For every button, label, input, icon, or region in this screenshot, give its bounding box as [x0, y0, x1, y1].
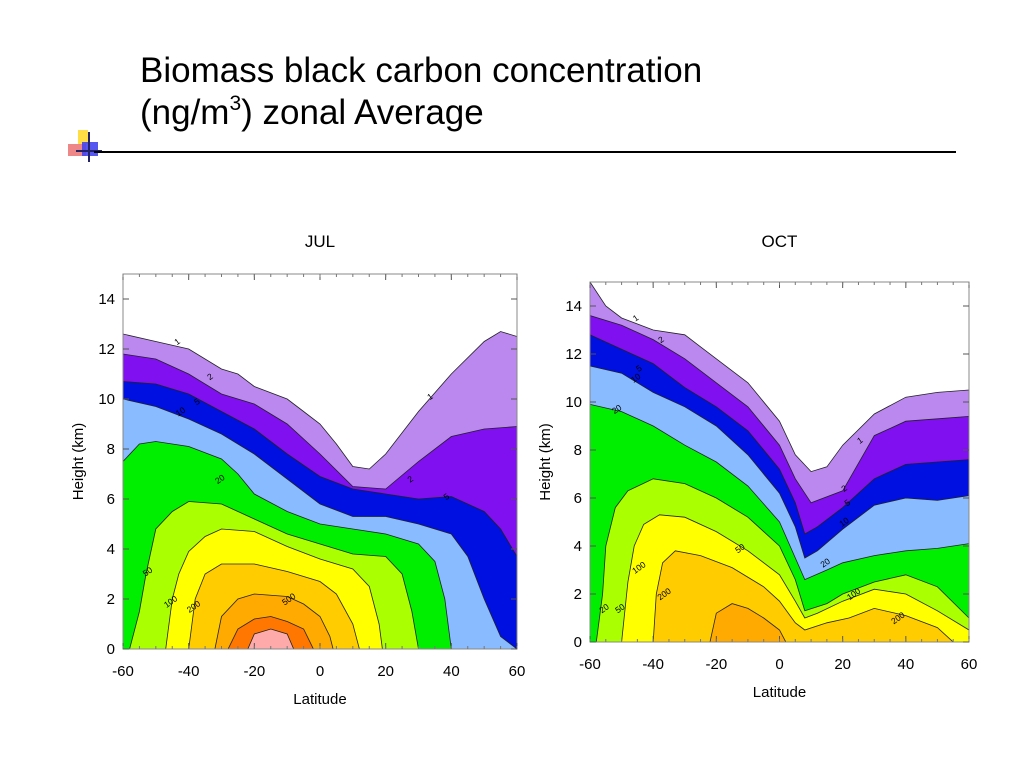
jul-y-tick-label: 2 [107, 591, 115, 608]
slide-bullet-icon [68, 128, 104, 164]
title-line-2-prefix: (ng/m [140, 93, 230, 132]
jul-x-tick-label: -20 [243, 663, 265, 680]
title-underline [94, 151, 956, 153]
oct-y-tick-label: 14 [565, 298, 582, 315]
oct-chart-title: OCT [762, 232, 798, 251]
jul-x-tick-label: 60 [509, 663, 526, 680]
jul-contour-band-2000 [247, 628, 295, 649]
oct-contour-label: 2 [656, 334, 666, 345]
oct-contour-label: 1 [855, 435, 865, 446]
jul-y-tick-label: 8 [107, 441, 115, 458]
oct-y-tick-label: 10 [565, 394, 582, 411]
jul-x-axis-label: Latitude [293, 691, 346, 708]
jul-x-tick-label: 0 [316, 663, 324, 680]
jul-x-tick-label: -60 [112, 663, 134, 680]
slide-title: Biomass black carbon concentration (ng/m… [140, 50, 702, 134]
jul-y-tick-label: 12 [98, 341, 115, 358]
oct-contour-label: 5 [634, 363, 644, 374]
jul-y-tick-label: 14 [98, 291, 115, 308]
oct-y-tick-label: 4 [574, 538, 582, 555]
jul-x-tick-label: 40 [443, 663, 460, 680]
jul-contour-label: 5 [442, 491, 452, 502]
title-superscript: 3 [229, 92, 242, 115]
title-line-2: (ng/m3) zonal Average [140, 92, 702, 134]
oct-y-tick-label: 8 [574, 442, 582, 459]
jul-y-tick-label: 10 [98, 391, 115, 408]
oct-y-tick-label: 0 [574, 634, 582, 651]
jul-y-axis-label: Height (km) [70, 423, 87, 501]
jul-contour-label: 5 [192, 396, 202, 407]
oct-x-tick-label: -20 [705, 656, 727, 673]
oct-x-axis-label: Latitude [753, 684, 806, 701]
jul-contour-label: 1 [425, 391, 435, 402]
oct-y-axis-label: Height (km) [537, 423, 554, 501]
oct-y-tick-label: 2 [574, 586, 582, 603]
oct-y-tick-label: 12 [565, 346, 582, 363]
oct-x-tick-label: 40 [897, 656, 914, 673]
oct-x-tick-label: -40 [642, 656, 664, 673]
oct-x-tick-label: 0 [775, 656, 783, 673]
jul-chart-title: JUL [305, 232, 335, 251]
oct-x-tick-label: 60 [961, 656, 978, 673]
jul-y-tick-label: 4 [107, 541, 115, 558]
oct-contour-label: 5 [842, 497, 852, 508]
oct-x-tick-label: 20 [834, 656, 851, 673]
jul-y-tick-label: 0 [107, 641, 115, 658]
jul-y-tick-label: 6 [107, 491, 115, 508]
jul-contour-label: 1 [172, 336, 182, 347]
jul-x-tick-label: -40 [178, 663, 200, 680]
jul-contour-label: 2 [405, 473, 415, 484]
title-line-2-suffix: ) zonal Average [241, 93, 484, 132]
oct-contour-label: 1 [631, 312, 641, 323]
oct-contour-label: 2 [839, 483, 849, 494]
oct-y-tick-label: 6 [574, 490, 582, 507]
jul-x-tick-label: 20 [377, 663, 394, 680]
oct-contour-fills [590, 282, 969, 642]
title-line-1: Biomass black carbon concentration [140, 51, 703, 90]
jul-contour-fills [123, 331, 517, 649]
jul-contour-label: 2 [205, 371, 215, 382]
oct-x-tick-label: -60 [579, 656, 601, 673]
oct-contour-band-500 [709, 603, 787, 642]
